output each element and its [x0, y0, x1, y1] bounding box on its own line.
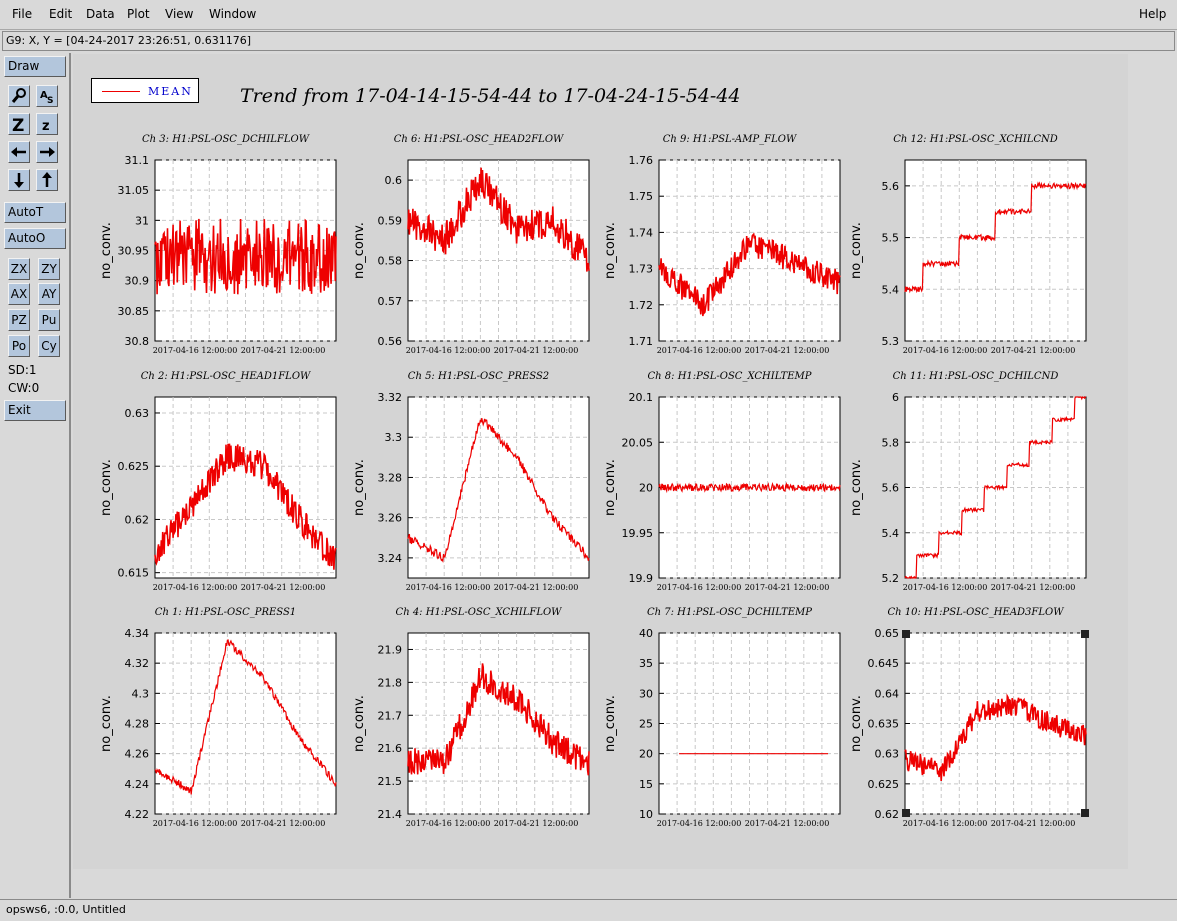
- menu-edit[interactable]: Edit: [49, 7, 73, 21]
- coordinate-readout: G9: X, Y = [04-24-2017 23:26:51, 0.63117…: [2, 31, 1175, 51]
- svg-text:Z: Z: [12, 116, 24, 134]
- menu-data[interactable]: Data: [86, 7, 115, 21]
- legend-line-swatch: [102, 91, 140, 92]
- svg-text:z: z: [42, 119, 50, 134]
- menu-window[interactable]: Window: [209, 7, 257, 21]
- cw-label: CW:0: [8, 381, 40, 395]
- arrow-up-icon[interactable]: [36, 169, 58, 191]
- legend-label: MEAN: [148, 85, 193, 98]
- status-bar: opsws6, :0.0, Untitled: [0, 899, 1177, 921]
- ax-button[interactable]: AX: [8, 283, 30, 305]
- menu-plot[interactable]: Plot: [127, 7, 150, 21]
- cy-button[interactable]: Cy: [38, 335, 60, 357]
- autot-button[interactable]: AutoT: [4, 202, 66, 223]
- zoom-icon[interactable]: [8, 85, 30, 107]
- page-title: Trend from 17-04-14-15-54-44 to 17-04-24…: [240, 85, 741, 107]
- arrow-left-icon[interactable]: [8, 141, 30, 163]
- menu-bar: File Edit Data Plot View Window Help: [0, 0, 1177, 30]
- autoo-button[interactable]: AutoO: [4, 228, 66, 249]
- pu-button[interactable]: Pu: [38, 309, 60, 331]
- zoom-in-icon[interactable]: Z: [8, 113, 30, 136]
- exit-button[interactable]: Exit: [4, 400, 66, 421]
- zx-button[interactable]: ZX: [8, 258, 30, 280]
- menu-help[interactable]: Help: [1139, 7, 1167, 21]
- arrow-down-icon[interactable]: [8, 169, 30, 191]
- zy-button[interactable]: ZY: [38, 258, 60, 280]
- plot-canvas[interactable]: [73, 54, 1128, 869]
- pz-button[interactable]: PZ: [8, 309, 30, 331]
- svg-text:A: A: [40, 90, 48, 101]
- zoom-out-icon[interactable]: z: [36, 113, 58, 135]
- po-button[interactable]: Po: [8, 335, 30, 357]
- draw-button[interactable]: Draw: [4, 56, 66, 77]
- menu-file[interactable]: File: [12, 7, 33, 21]
- menu-view[interactable]: View: [165, 7, 194, 21]
- legend: MEAN: [91, 78, 199, 103]
- svg-text:S: S: [47, 96, 53, 106]
- arrow-right-icon[interactable]: [36, 141, 58, 163]
- sd-label: SD:1: [8, 363, 37, 377]
- ay-button[interactable]: AY: [38, 283, 60, 305]
